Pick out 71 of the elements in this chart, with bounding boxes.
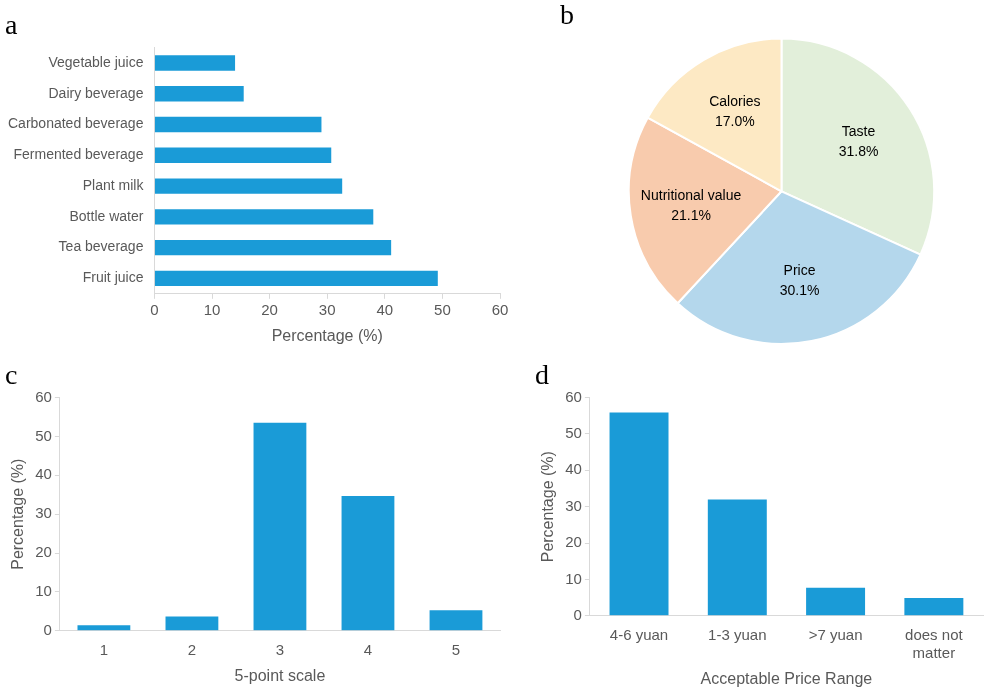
x-tick-label: 4 [363, 640, 373, 658]
y-axis-title: Percentage (%) [539, 451, 557, 563]
x-axis-title: 5-point scale [234, 666, 326, 684]
bar [154, 270, 438, 287]
chart-title: b [560, 0, 574, 31]
y-tick-label: 30 [565, 496, 582, 514]
bar [165, 616, 219, 631]
y-tick-label: 40 [35, 465, 52, 483]
y-tick-label: Bottle water [69, 207, 144, 224]
chart-title: d [535, 359, 549, 391]
bar [707, 499, 767, 616]
x-tick-label: 50 [434, 300, 451, 318]
bar [341, 495, 395, 631]
y-tick-label: Carbonated beverage [8, 115, 144, 132]
bar [904, 597, 964, 616]
data-label: 21.1% [671, 206, 711, 223]
y-tick-label: 40 [565, 460, 582, 478]
x-tick-label: 3 [275, 640, 285, 658]
y-tick-label: 50 [565, 424, 582, 442]
y-tick-label: 50 [35, 426, 52, 444]
slice-label: Price [783, 261, 816, 278]
slice-label: Taste [841, 122, 876, 139]
y-tick-label: 60 [565, 387, 582, 405]
bar [154, 86, 244, 102]
bar [77, 625, 131, 631]
y-tick-label: Plant milk [82, 176, 145, 193]
x-tick-label: >7 yuan [808, 625, 863, 643]
data-label: 30.1% [779, 281, 820, 298]
y-tick-label: Tea beverage [58, 238, 144, 255]
y-tick-label: 30 [35, 504, 52, 522]
slice-label: Nutritional value [640, 186, 742, 203]
bar [154, 239, 392, 256]
y-tick-label: 20 [35, 543, 52, 561]
y-tick-label: Dairy beverage [48, 84, 144, 101]
x-tick-label: 40 [376, 300, 394, 318]
x-axis-title: Acceptable Price Range [700, 669, 873, 687]
x-tick-label: 30 [318, 300, 336, 318]
x-tick-label: 5 [451, 640, 461, 658]
bar [253, 422, 307, 631]
y-tick-label: Fruit juice [82, 269, 144, 286]
x-tick-label: 1 [99, 640, 109, 658]
bar [154, 209, 374, 225]
bar [609, 412, 669, 616]
y-tick-label: 60 [35, 387, 52, 405]
data-label: 17.0% [715, 113, 755, 130]
x-tick-label: does not matter [905, 625, 964, 661]
y-tick-label: 0 [573, 605, 582, 623]
y-tick-label: 10 [565, 569, 582, 587]
y-tick-label: 20 [565, 533, 582, 551]
x-tick-label: 0 [150, 300, 159, 318]
x-tick-label: 60 [491, 300, 509, 318]
bar [154, 178, 343, 194]
y-tick-label: 10 [35, 582, 52, 600]
y-tick-label: Fermented beverage [13, 146, 144, 163]
y-axis-title: Percentage (%) [9, 458, 27, 570]
slice-label: Calories [709, 93, 761, 110]
x-tick-label: 20 [261, 300, 278, 318]
x-axis-title: Percentage (%) [271, 326, 383, 344]
bar [806, 587, 866, 616]
bar [154, 116, 322, 133]
chart-title: a [5, 9, 18, 41]
y-tick-label: Vegetable juice [48, 53, 144, 70]
x-tick-label: 2 [187, 640, 197, 658]
chart-title: c [5, 359, 18, 391]
x-tick-label: 10 [203, 300, 221, 318]
bar [154, 147, 332, 164]
x-tick-label: 1-3 yuan [708, 625, 767, 643]
data-label: 31.8% [838, 142, 879, 159]
x-tick-label: 4-6 yuan [609, 625, 669, 643]
bar [154, 55, 236, 71]
bar [429, 610, 483, 631]
